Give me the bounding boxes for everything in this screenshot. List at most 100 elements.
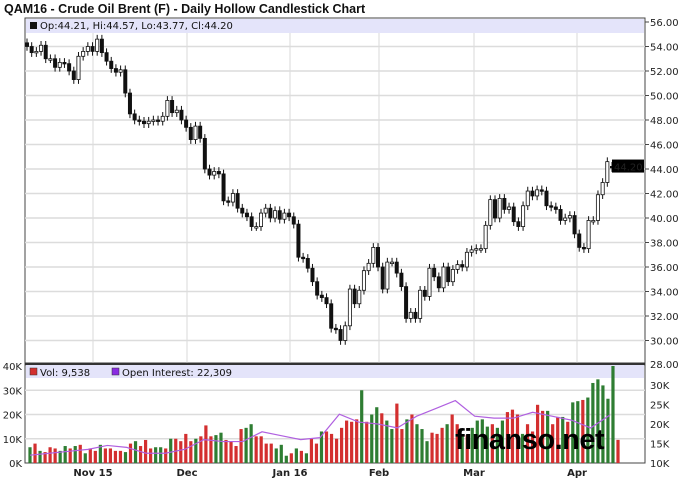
candle-body (249, 216, 254, 227)
candle (287, 208, 292, 222)
candle (67, 59, 72, 76)
candle-body (418, 289, 423, 319)
volume-bar (380, 413, 384, 463)
volume-bar (510, 409, 515, 463)
volume-bar (108, 448, 113, 463)
candle (375, 243, 380, 272)
candle (390, 257, 395, 267)
volume-legend-text: Vol: 9,538 (40, 368, 90, 379)
candle-body (567, 215, 572, 219)
volume-bar (425, 441, 429, 463)
candle (160, 112, 165, 126)
volume-bar (546, 410, 550, 463)
candle-body (488, 199, 493, 226)
candle (99, 34, 104, 57)
candle (366, 259, 371, 275)
candle-body (600, 182, 605, 196)
candle-body (427, 267, 432, 297)
candle-body (268, 207, 273, 219)
volume-bar (269, 443, 273, 463)
volume-bar (505, 412, 510, 463)
volume-bar (405, 419, 409, 463)
candle-body (507, 206, 512, 210)
candle-body (581, 246, 586, 250)
candle-body (48, 58, 53, 61)
volume-bar (390, 429, 394, 463)
volume-bar (73, 446, 77, 463)
candle-body (43, 44, 48, 60)
candle (315, 277, 320, 300)
volume-bar (561, 416, 565, 463)
volume-bar (123, 452, 128, 463)
candle-body (254, 226, 259, 229)
volume-bar (249, 424, 253, 463)
candle-body (71, 70, 76, 80)
candle-body (123, 69, 128, 94)
x-tick-label: Nov 15 (73, 468, 112, 479)
candle (446, 262, 451, 286)
volume-bar (355, 419, 359, 463)
volume-bar (299, 450, 303, 463)
candle-body (380, 266, 385, 290)
candle-body (34, 51, 39, 54)
candle (62, 58, 67, 68)
volume-bar (229, 441, 233, 463)
candle (450, 265, 455, 286)
volume-bar (103, 448, 107, 463)
candle (193, 121, 198, 144)
volume-bar (43, 452, 47, 463)
candle-body (394, 261, 399, 274)
candle-body (151, 119, 156, 122)
candle-body (530, 190, 535, 197)
volume-y-tick-label: 10K (3, 435, 23, 446)
volume-bar (616, 439, 620, 463)
candle-body (221, 173, 226, 202)
candle-body (385, 261, 390, 290)
volume-bar (596, 379, 600, 463)
candle (478, 244, 483, 253)
candle (202, 134, 207, 174)
candle (156, 115, 161, 126)
candle (347, 284, 352, 331)
candle (586, 216, 591, 253)
volume-bar (164, 448, 168, 463)
y-tick-label: 48.00 (650, 116, 679, 127)
candle-body (371, 246, 376, 264)
candle (572, 211, 577, 239)
candle (558, 205, 563, 225)
volume-bar (33, 443, 37, 463)
volume-bar (530, 431, 535, 463)
candle-body (605, 161, 610, 183)
x-tick-label: Mar (463, 468, 485, 479)
candle-body (113, 68, 118, 73)
x-tick-label: Jan 16 (272, 468, 308, 479)
candle (418, 285, 423, 323)
candle-body (492, 199, 497, 219)
candle-body (305, 258, 310, 269)
candle (404, 282, 409, 323)
volume-bar (214, 435, 218, 463)
candle (535, 185, 540, 201)
candle (109, 56, 114, 73)
candle-body (137, 119, 142, 122)
candle-body (432, 267, 437, 278)
volume-bar (83, 453, 87, 463)
candle-body (301, 256, 306, 260)
candle (146, 116, 151, 128)
candle-body (408, 311, 413, 319)
candle-body (273, 210, 278, 219)
volume-y-tick-label: 0K (9, 459, 22, 470)
candle-body (324, 297, 329, 305)
candle (380, 262, 385, 294)
oi-y-tick-label: 28.00 (650, 360, 679, 371)
volume-bar (199, 436, 203, 463)
y-tick-label: 56.00 (650, 18, 679, 29)
candle-body (390, 261, 395, 265)
volume-bar (360, 390, 364, 463)
candle (591, 216, 596, 225)
candle (104, 48, 109, 66)
candle-body (85, 46, 90, 52)
y-tick-label: 36.00 (650, 263, 679, 274)
candle (567, 211, 572, 223)
candle (226, 196, 231, 207)
